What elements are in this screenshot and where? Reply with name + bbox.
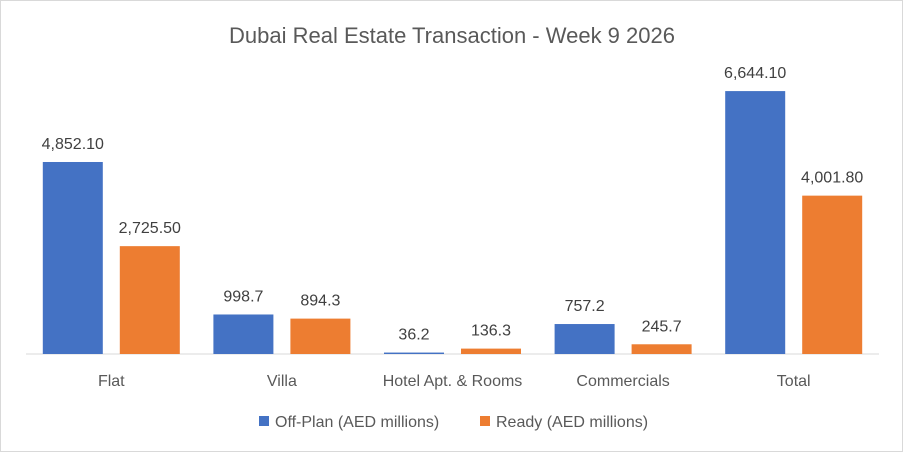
- data-label: 4,001.80: [801, 170, 863, 187]
- bar-ready: [290, 318, 351, 354]
- x-tick-label: Hotel Apt. & Rooms: [383, 373, 523, 390]
- data-label: 2,725.50: [119, 220, 181, 237]
- data-label: 136.3: [471, 323, 511, 340]
- data-label: 757.2: [565, 298, 605, 315]
- x-tick-label: Total: [777, 373, 811, 390]
- data-label: 245.7: [642, 318, 682, 335]
- data-label: 4,852.10: [42, 136, 104, 153]
- data-label: 6,644.10: [724, 65, 786, 82]
- legend-swatch: [259, 416, 269, 426]
- bar-off-plan: [42, 161, 103, 354]
- bar-ready: [802, 195, 863, 354]
- x-tick-label: Commercials: [576, 373, 669, 390]
- data-label: 998.7: [223, 288, 263, 305]
- bar-ready: [461, 348, 521, 354]
- legend-label: Ready (AED millions): [496, 414, 648, 431]
- chart-title: Dubai Real Estate Transaction - Week 9 2…: [229, 23, 675, 48]
- data-label: 36.2: [398, 327, 429, 344]
- bar-off-plan: [725, 91, 786, 355]
- bar-off-plan: [213, 314, 274, 354]
- data-label: 894.3: [300, 293, 340, 310]
- legend-label: Off-Plan (AED millions): [275, 414, 439, 431]
- bar-ready: [119, 246, 180, 354]
- bar-off-plan: [384, 352, 444, 354]
- bar-ready: [631, 344, 692, 354]
- x-tick-label: Flat: [98, 373, 125, 390]
- bar-off-plan: [554, 324, 615, 354]
- legend-swatch: [480, 416, 490, 426]
- x-tick-label: Villa: [267, 373, 297, 390]
